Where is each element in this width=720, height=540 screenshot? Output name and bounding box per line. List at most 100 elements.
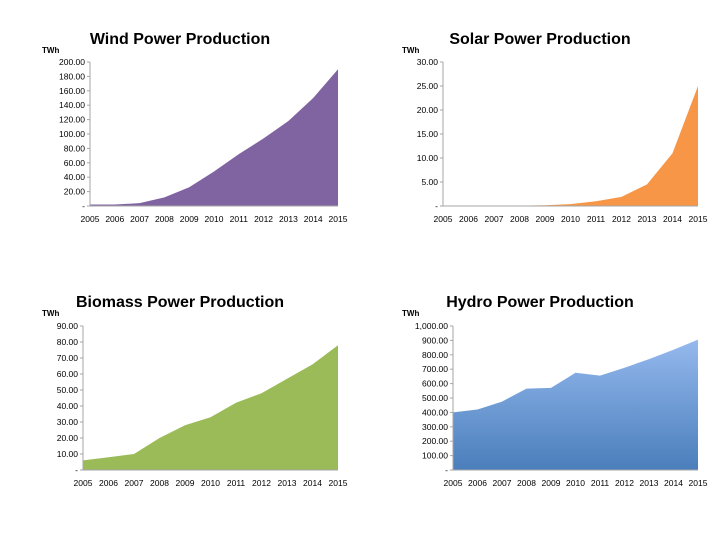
solar-chart: Solar Power Production TWh - 5.00 10.00 15.00… xyxy=(402,31,708,224)
hydro-y-tick-label: 400.00 xyxy=(422,407,448,417)
biomass-x-tick-label: 2011 xyxy=(227,478,246,488)
solar-y-tick-label: 20.00 xyxy=(417,105,439,115)
solar-y-tick-label: 15.00 xyxy=(417,129,439,139)
wind-y-tick-label: - xyxy=(82,201,85,211)
solar-unit-label: TWh xyxy=(402,46,419,55)
wind-x-tick-label: 2011 xyxy=(230,214,249,224)
hydro-unit-label: TWh xyxy=(402,309,419,318)
hydro-y-tick-label: 800.00 xyxy=(422,350,448,360)
hydro-chart-panel: Hydro Power Production TWh - 100.00 200.00 30… xyxy=(360,270,720,540)
solar-y-tick-label: 5.00 xyxy=(421,177,438,187)
biomass-x-tick-label: 2014 xyxy=(303,478,322,488)
biomass-x-tick-label: 2006 xyxy=(99,478,118,488)
wind-y-tick-label: 20.00 xyxy=(64,187,86,197)
biomass-y-tick-label: 10.00 xyxy=(57,449,79,459)
solar-y-tick-label: 30.00 xyxy=(417,57,439,67)
biomass-x-tick-label: 2009 xyxy=(176,478,195,488)
solar-x-tick-label: 2008 xyxy=(510,214,529,224)
biomass-y-tick-label: 20.00 xyxy=(57,433,79,443)
biomass-x-tick-label: 2015 xyxy=(329,478,348,488)
solar-y-tick-label: - xyxy=(435,201,438,211)
biomass-x-tick-label: 2012 xyxy=(252,478,271,488)
hydro-x-tick-label: 2006 xyxy=(468,478,487,488)
solar-y-tick-label: 10.00 xyxy=(417,153,439,163)
hydro-area-series xyxy=(453,339,698,470)
wind-y-tick-label: 120.00 xyxy=(59,115,85,125)
biomass-chart-panel: Biomass Power Production TWh - 10.00 20.00 30… xyxy=(0,270,360,540)
hydro-x-tick-label: 2007 xyxy=(493,478,512,488)
hydro-y-tick-label: 200.00 xyxy=(422,436,448,446)
wind-y-tick-label: 160.00 xyxy=(59,86,85,96)
solar-chart-title: Solar Power Production xyxy=(449,31,630,48)
wind-chart-panel: Wind Power Production TWh - 20.00 40.00 60.00… xyxy=(0,0,360,270)
wind-y-tick-label: 60.00 xyxy=(64,158,86,168)
solar-x-tick-label: 2007 xyxy=(485,214,504,224)
hydro-y-tick-label: 1,000.00 xyxy=(415,321,448,331)
wind-unit-label: TWh xyxy=(42,46,59,55)
biomass-x-tick-label: 2013 xyxy=(278,478,297,488)
biomass-y-tick-label: 90.00 xyxy=(57,321,79,331)
wind-x-tick-label: 2012 xyxy=(254,214,273,224)
biomass-x-tick-label: 2005 xyxy=(74,478,93,488)
hydro-y-tick-label: 300.00 xyxy=(422,422,448,432)
hydro-x-tick-label: 2013 xyxy=(640,478,659,488)
solar-x-tick-label: 2010 xyxy=(561,214,580,224)
biomass-x-tick-label: 2007 xyxy=(125,478,144,488)
hydro-x-tick-label: 2012 xyxy=(615,478,634,488)
wind-x-tick-label: 2013 xyxy=(279,214,298,224)
wind-y-tick-label: 40.00 xyxy=(64,172,86,182)
biomass-y-tick-label: 70.00 xyxy=(57,353,79,363)
solar-x-tick-label: 2011 xyxy=(587,214,606,224)
solar-x-tick-label: 2012 xyxy=(612,214,631,224)
solar-area-series xyxy=(443,86,698,206)
wind-x-tick-label: 2009 xyxy=(180,214,199,224)
hydro-x-tick-label: 2015 xyxy=(689,478,708,488)
biomass-x-tick-label: 2010 xyxy=(201,478,220,488)
hydro-x-tick-label: 2014 xyxy=(664,478,683,488)
wind-y-tick-label: 200.00 xyxy=(59,57,85,67)
wind-area-series xyxy=(90,69,338,206)
hydro-x-tick-label: 2010 xyxy=(566,478,585,488)
hydro-chart-title: Hydro Power Production xyxy=(446,294,634,311)
solar-x-tick-label: 2005 xyxy=(434,214,453,224)
hydro-chart: Hydro Power Production TWh - 100.00 200.00 30… xyxy=(402,294,708,488)
biomass-chart: Biomass Power Production TWh - 10.00 20.00 30… xyxy=(42,294,348,488)
hydro-x-tick-label: 2009 xyxy=(542,478,561,488)
hydro-y-tick-label: 600.00 xyxy=(422,379,448,389)
wind-x-tick-label: 2015 xyxy=(329,214,348,224)
wind-x-tick-label: 2014 xyxy=(304,214,323,224)
hydro-y-tick-label: 100.00 xyxy=(422,451,448,461)
solar-x-tick-label: 2006 xyxy=(459,214,478,224)
wind-x-tick-label: 2008 xyxy=(155,214,174,224)
biomass-y-tick-label: 40.00 xyxy=(57,401,79,411)
biomass-y-tick-label: 50.00 xyxy=(57,385,79,395)
wind-y-tick-label: 180.00 xyxy=(59,71,85,81)
hydro-y-tick-label: 700.00 xyxy=(422,364,448,374)
hydro-y-tick-label: - xyxy=(445,465,448,475)
wind-x-tick-label: 2007 xyxy=(130,214,149,224)
wind-y-tick-label: 80.00 xyxy=(64,143,86,153)
wind-chart-title: Wind Power Production xyxy=(90,31,270,48)
hydro-y-tick-label: 900.00 xyxy=(422,335,448,345)
wind-y-tick-label: 140.00 xyxy=(59,100,85,110)
biomass-chart-title: Biomass Power Production xyxy=(76,294,284,311)
biomass-y-tick-label: - xyxy=(75,465,78,475)
biomass-unit-label: TWh xyxy=(42,309,59,318)
solar-x-tick-label: 2014 xyxy=(663,214,682,224)
biomass-area-series xyxy=(83,345,338,470)
hydro-x-tick-label: 2011 xyxy=(591,478,610,488)
biomass-y-tick-label: 30.00 xyxy=(57,417,79,427)
wind-y-tick-label: 100.00 xyxy=(59,129,85,139)
solar-x-tick-label: 2013 xyxy=(638,214,657,224)
solar-chart-panel: Solar Power Production TWh - 5.00 10.00 15.00… xyxy=(360,0,720,270)
hydro-x-tick-label: 2005 xyxy=(444,478,463,488)
biomass-x-tick-label: 2008 xyxy=(150,478,169,488)
solar-x-tick-label: 2015 xyxy=(689,214,708,224)
biomass-y-tick-label: 80.00 xyxy=(57,337,79,347)
solar-y-tick-label: 25.00 xyxy=(417,81,439,91)
hydro-x-tick-label: 2008 xyxy=(517,478,536,488)
biomass-y-tick-label: 60.00 xyxy=(57,369,79,379)
wind-chart: Wind Power Production TWh - 20.00 40.00 60.00… xyxy=(42,31,348,224)
solar-x-tick-label: 2009 xyxy=(536,214,555,224)
